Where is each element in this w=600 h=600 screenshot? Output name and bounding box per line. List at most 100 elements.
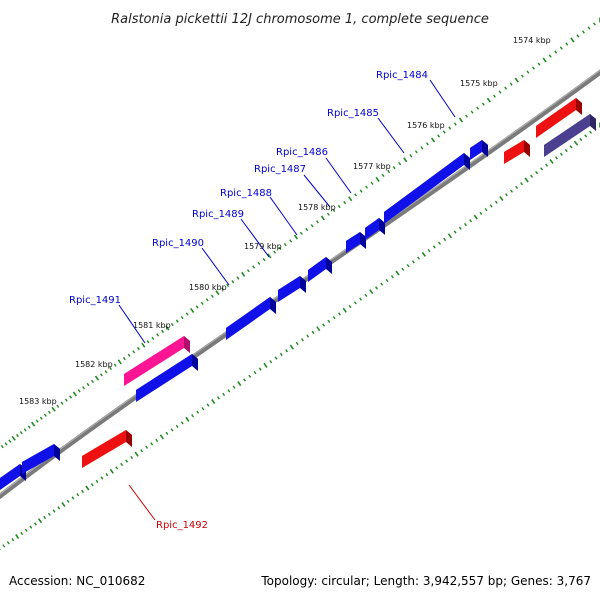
tick-mark xyxy=(409,154,413,158)
tick-mark xyxy=(414,150,418,154)
tick-mark xyxy=(504,86,508,90)
tick-mark xyxy=(437,134,441,138)
tick-mark xyxy=(34,522,37,526)
gene-label[interactable]: Rpic_1484 xyxy=(376,70,428,81)
tick-mark xyxy=(43,413,47,417)
tick-mark xyxy=(289,344,294,350)
tick-mark xyxy=(165,431,169,435)
gene-feature[interactable] xyxy=(278,276,306,302)
tick-mark xyxy=(23,428,27,432)
tick-mark xyxy=(559,152,563,156)
tick-mark xyxy=(146,340,150,344)
tick-mark xyxy=(24,528,28,532)
tick-mark xyxy=(375,286,378,290)
tick-mark xyxy=(11,538,15,542)
gene-label[interactable]: Rpic_1489 xyxy=(192,209,244,220)
tick-mark xyxy=(524,177,529,183)
tick-mark xyxy=(263,362,268,368)
gene-label[interactable]: Rpic_1485 xyxy=(327,108,379,119)
gene-feature-other[interactable] xyxy=(544,114,596,157)
tick-mark xyxy=(231,280,235,284)
tick-mark xyxy=(403,157,408,163)
tick-mark xyxy=(348,196,353,202)
tick-mark xyxy=(545,163,549,167)
tick-mark xyxy=(196,410,200,414)
tick-mark xyxy=(398,161,402,166)
tick-mark xyxy=(274,356,278,360)
tick-mark xyxy=(515,185,519,190)
tick-mark xyxy=(559,46,563,50)
tick-mark xyxy=(448,126,452,130)
map-title: Ralstonia pickettii 12J chromosome 1, co… xyxy=(111,12,489,27)
tick-mark xyxy=(453,230,457,234)
gene-label[interactable]: Rpic_1486 xyxy=(276,147,328,158)
gene-feature[interactable] xyxy=(136,354,198,402)
gene-feature[interactable] xyxy=(384,153,470,224)
tick-mark xyxy=(359,297,363,301)
gene-feature[interactable] xyxy=(226,297,276,340)
tick-mark xyxy=(222,392,226,396)
gene-feature[interactable] xyxy=(308,257,332,282)
tick-mark xyxy=(6,541,10,545)
gene-feature-highlight[interactable] xyxy=(124,336,190,386)
tick-mark xyxy=(310,224,314,228)
tick-mark xyxy=(85,485,90,491)
gene-feature[interactable] xyxy=(365,218,385,240)
tick-mark xyxy=(427,249,431,253)
inner-tick-track xyxy=(0,122,600,551)
gene-feature-reverse[interactable] xyxy=(536,98,582,138)
gene-feature-reverse[interactable] xyxy=(82,430,132,468)
tick-mark xyxy=(200,301,204,306)
tick-mark xyxy=(31,421,36,427)
tick-mark xyxy=(438,241,441,245)
gene-label[interactable]: Rpic_1492 xyxy=(156,520,208,531)
gene-feature[interactable] xyxy=(346,232,366,253)
tick-mark xyxy=(406,263,410,268)
tick-mark xyxy=(593,22,596,26)
tick-mark xyxy=(332,208,336,212)
tick-mark xyxy=(161,329,164,334)
tick-mark xyxy=(520,74,524,78)
tick-mark xyxy=(122,356,126,361)
tick-mark xyxy=(20,531,24,536)
tick-mark xyxy=(257,261,261,265)
tick-mark xyxy=(16,433,19,438)
gene-label[interactable]: Rpic_1491 xyxy=(69,295,121,306)
tick-mark xyxy=(180,315,184,320)
gene-label[interactable]: Rpic_1487 xyxy=(254,164,306,175)
tick-mark xyxy=(141,342,146,348)
tick-mark xyxy=(587,26,591,30)
tick-mark xyxy=(530,174,534,178)
tick-mark xyxy=(481,102,485,106)
tick-mark xyxy=(39,416,43,420)
tick-mark xyxy=(180,421,184,425)
tick-mark xyxy=(35,419,39,423)
tick-mark xyxy=(484,208,488,212)
gene-feature[interactable] xyxy=(22,444,60,474)
tick-mark xyxy=(589,130,592,134)
tick-mark xyxy=(470,110,474,114)
tick-mark xyxy=(554,50,558,54)
tick-mark xyxy=(348,304,352,309)
gene-feature-reverse[interactable] xyxy=(504,140,530,164)
tick-mark xyxy=(8,439,12,443)
gene-label[interactable]: Rpic_1488 xyxy=(220,188,272,199)
tick-mark xyxy=(570,37,575,43)
tick-mark xyxy=(579,137,583,142)
tick-mark xyxy=(401,267,405,271)
tick-mark xyxy=(195,305,199,309)
tick-mark xyxy=(269,360,273,364)
gene-label[interactable]: Rpic_1490 xyxy=(152,238,204,249)
tick-mark xyxy=(326,212,330,216)
tick-mark xyxy=(185,312,189,316)
tick-mark xyxy=(375,176,380,182)
tick-mark xyxy=(432,245,436,249)
gene-feature[interactable] xyxy=(470,140,488,160)
tick-mark xyxy=(115,466,119,470)
tick-mark xyxy=(100,476,104,480)
tick-mark xyxy=(86,382,90,387)
tick-mark xyxy=(132,350,136,354)
tick-mark xyxy=(442,130,446,134)
tick-mark xyxy=(526,70,530,74)
